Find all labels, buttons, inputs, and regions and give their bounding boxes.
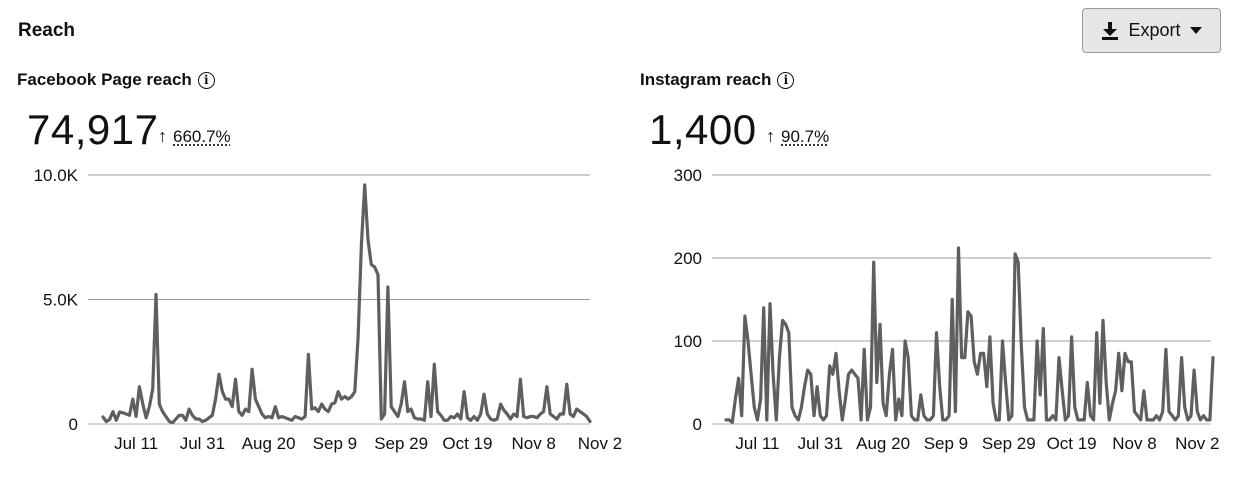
facebook-reach-value: 74,917 [27, 106, 159, 153]
y-tick-label: 100 [674, 332, 702, 351]
x-tick-label: Nov 2 [578, 434, 622, 453]
series-line [724, 246, 1215, 424]
x-tick-label: Sep 29 [982, 434, 1036, 453]
arrow-up-icon: ↑ [766, 126, 775, 146]
info-icon[interactable]: i [777, 71, 795, 89]
export-button[interactable]: Export [1082, 8, 1221, 53]
section-title: Reach [18, 20, 76, 41]
download-icon [1100, 21, 1120, 41]
info-icon[interactable]: i [197, 71, 215, 89]
y-tick-label: 0 [693, 415, 702, 434]
x-tick-label: Aug 20 [242, 434, 296, 453]
x-tick-label: Jul 31 [798, 434, 843, 453]
instagram-reach-value: 1,400 [649, 106, 757, 153]
y-tick-label: 10.0K [34, 166, 79, 185]
y-tick-label: 5.0K [43, 291, 79, 310]
x-tick-label: Nov 2 [1175, 434, 1219, 453]
facebook-reach-label-text: Facebook Page reach [17, 70, 192, 89]
facebook-reach-delta: ↑ 660.7% [158, 126, 231, 147]
x-tick-label: Oct 19 [1047, 434, 1097, 453]
arrow-up-icon: ↑ [158, 126, 167, 146]
export-label: Export [1128, 20, 1181, 40]
y-tick-label: 200 [674, 249, 702, 268]
instagram-reach-delta: ↑ 90.7% [766, 126, 829, 147]
x-tick-label: Jul 31 [180, 434, 225, 453]
x-tick-label: Nov 8 [511, 434, 555, 453]
x-tick-label: Sep 9 [924, 434, 968, 453]
instagram-reach-chart[interactable]: 0 100 200 300 Jul 11 Jul 31 Aug 20 Sep 9 Sep 29 O… [620, 160, 1243, 470]
y-tick-label: 0 [69, 415, 78, 434]
y-tick-label: 300 [674, 166, 702, 185]
series-line [101, 183, 592, 425]
x-tick-label: Jul 11 [114, 434, 158, 453]
facebook-delta-percent[interactable]: 660.7% [173, 126, 231, 146]
instagram-reach-label: Instagram reach i [640, 70, 795, 90]
x-tick-label: Sep 9 [313, 434, 357, 453]
x-tick-label: Jul 11 [735, 434, 779, 453]
caret-down-icon [1189, 26, 1203, 36]
x-tick-label: Aug 20 [856, 434, 910, 453]
facebook-reach-label: Facebook Page reach i [17, 70, 215, 90]
x-tick-label: Oct 19 [442, 434, 492, 453]
x-tick-label: Sep 29 [374, 434, 428, 453]
x-tick-label: Nov 8 [1112, 434, 1156, 453]
facebook-reach-chart[interactable]: 0 5.0K 10.0K Jul 11 Jul 31 Aug 20 Sep 9 Sep 29 O… [0, 160, 623, 470]
instagram-reach-label-text: Instagram reach [640, 70, 772, 89]
instagram-delta-percent[interactable]: 90.7% [781, 126, 830, 146]
